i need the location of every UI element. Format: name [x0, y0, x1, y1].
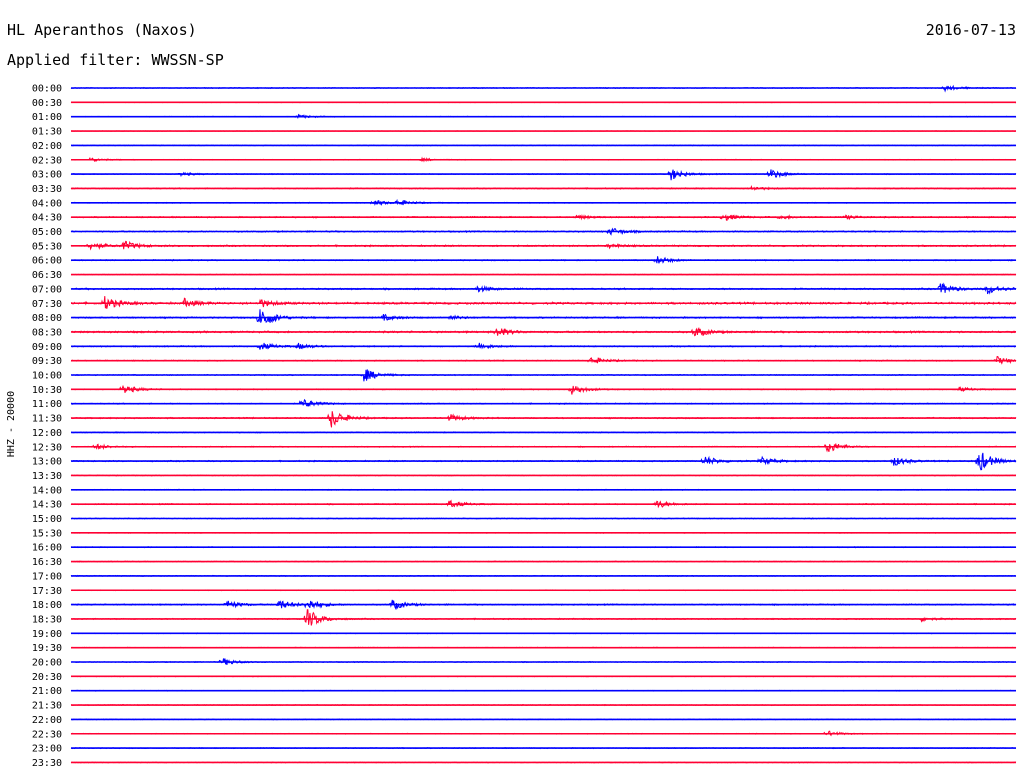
time-tick-label: 19:00 — [32, 629, 62, 640]
time-tick-label: 05:30 — [32, 241, 62, 252]
time-tick-label: 16:30 — [32, 557, 62, 568]
time-tick-label: 13:00 — [32, 457, 62, 468]
time-tick-label: 21:00 — [32, 686, 62, 697]
time-tick-label: 07:30 — [32, 299, 62, 310]
time-tick-label: 15:00 — [32, 514, 62, 525]
time-tick-label: 14:30 — [32, 500, 62, 511]
time-tick-label: 10:30 — [32, 385, 62, 396]
time-tick-label: 23:30 — [32, 758, 62, 769]
seismic-trace — [70, 296, 1017, 309]
time-tick-label: 06:00 — [32, 256, 62, 267]
time-tick-label: 02:30 — [32, 155, 62, 166]
time-tick-label: 02:00 — [32, 141, 62, 152]
time-tick-label: 13:30 — [32, 471, 62, 482]
time-tick-label: 17:00 — [32, 571, 62, 582]
time-tick-label: 14:00 — [32, 485, 62, 496]
seismic-trace — [70, 609, 1017, 626]
seismic-trace — [70, 411, 1017, 428]
time-tick-label: 05:00 — [32, 227, 62, 238]
helicorder-rows: 00:00 00:30 01:00 01:30 02:00 02:30 03:00 03:30… — [32, 84, 1017, 769]
time-tick-label: 12:30 — [32, 442, 62, 453]
time-tick-label: 07:00 — [32, 284, 62, 295]
time-tick-label: 10:00 — [32, 371, 62, 382]
time-tick-label: 11:00 — [32, 399, 62, 410]
station-title: HL Aperanthos (Naxos) — [7, 21, 197, 39]
time-tick-label: 23:00 — [32, 744, 62, 755]
time-tick-label: 18:00 — [32, 600, 62, 611]
time-tick-label: 22:00 — [32, 715, 62, 726]
time-tick-label: 04:30 — [32, 213, 62, 224]
time-tick-label: 15:30 — [32, 528, 62, 539]
time-tick-label: 06:30 — [32, 270, 62, 281]
time-tick-label: 09:00 — [32, 342, 62, 353]
time-tick-label: 03:00 — [32, 170, 62, 181]
time-tick-label: 01:30 — [32, 127, 62, 138]
time-tick-label: 21:30 — [32, 701, 62, 712]
y-axis-label: HHZ - 20000 — [6, 391, 17, 457]
time-tick-label: 08:00 — [32, 313, 62, 324]
seismic-trace — [70, 384, 1017, 395]
time-tick-label: 11:30 — [32, 414, 62, 425]
time-tick-label: 03:30 — [32, 184, 62, 195]
time-tick-label: 16:00 — [32, 543, 62, 554]
time-tick-label: 12:00 — [32, 428, 62, 439]
seismic-trace — [70, 309, 1017, 324]
time-tick-label: 20:00 — [32, 658, 62, 669]
time-tick-label: 17:30 — [32, 586, 62, 597]
time-tick-label: 09:30 — [32, 356, 62, 367]
time-tick-label: 19:30 — [32, 643, 62, 654]
seismic-trace — [70, 443, 1017, 453]
time-tick-label: 22:30 — [32, 729, 62, 740]
record-date: 2016-07-13 — [925, 21, 1016, 39]
time-tick-label: 00:00 — [32, 84, 62, 95]
time-tick-label: 00:30 — [32, 98, 62, 109]
time-tick-label: 20:30 — [32, 672, 62, 683]
time-tick-label: 18:30 — [32, 614, 62, 625]
time-tick-label: 04:00 — [32, 198, 62, 209]
time-tick-label: 08:30 — [32, 327, 62, 338]
time-tick-label: 01:00 — [32, 112, 62, 123]
filter-label: Applied filter: WWSSN-SP — [7, 51, 224, 69]
